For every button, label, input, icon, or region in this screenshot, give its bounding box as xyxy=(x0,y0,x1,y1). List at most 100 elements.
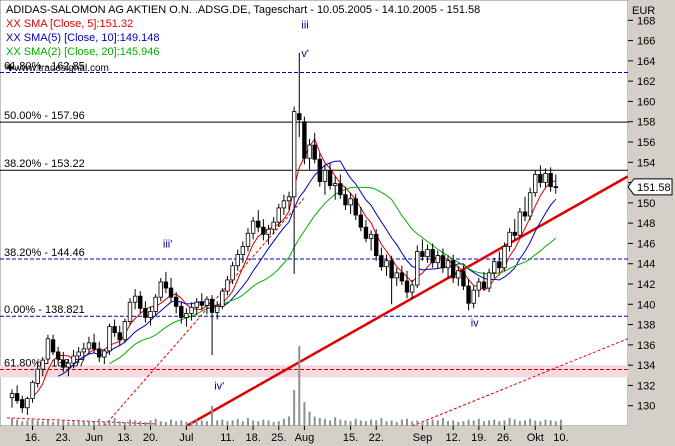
volume-bar xyxy=(416,420,419,426)
volume-bar xyxy=(293,390,296,426)
candle-body xyxy=(245,232,251,247)
x-tick-label: 15. xyxy=(343,432,358,444)
volume-bar xyxy=(375,420,378,426)
legend-sma-5: XX SMA [Close, 5]:151.32 xyxy=(6,18,134,30)
x-tick-label: Okt xyxy=(527,432,544,444)
volume-bar xyxy=(477,418,480,426)
candle-body xyxy=(456,270,461,279)
volume-bar xyxy=(108,420,111,426)
candle-body xyxy=(533,174,538,194)
volume-bar xyxy=(441,418,444,426)
candle-body xyxy=(450,260,456,279)
x-tick-label: 20. xyxy=(143,432,158,444)
candle-body xyxy=(50,339,56,353)
candle-body xyxy=(425,249,430,258)
candle-body xyxy=(127,301,133,322)
volume-bar xyxy=(554,421,557,426)
candle-body xyxy=(250,220,256,234)
volume-bar xyxy=(144,422,147,426)
candle-body xyxy=(374,233,379,257)
y-tick-label: 162 xyxy=(637,76,655,88)
y-tick-label: 132 xyxy=(637,380,655,392)
volume-bar xyxy=(359,420,362,426)
volume-bar xyxy=(380,418,383,426)
x-tick-label: 13. xyxy=(117,432,132,444)
candle-body xyxy=(322,169,328,182)
volume-bar xyxy=(482,421,485,426)
candle-body xyxy=(20,399,25,409)
y-tick-label: 138 xyxy=(637,320,655,332)
volume-bar xyxy=(211,406,214,426)
volume-bar xyxy=(406,418,409,426)
candle-body xyxy=(86,342,92,350)
x-axis: 16. 23. Jun 13. 20. Jul 11. 18. 25. Aug 15. 22. Sep 1… xyxy=(0,426,628,446)
y-tick-label: 146 xyxy=(637,238,655,250)
volume-bar xyxy=(395,422,398,426)
y-tick-label: 158 xyxy=(637,117,655,129)
volume-bar xyxy=(205,421,208,426)
candle-body xyxy=(189,306,194,314)
fib-zone xyxy=(0,365,628,378)
y-tick-label: 148 xyxy=(637,218,655,230)
candle-body xyxy=(35,368,40,384)
y-axis-background xyxy=(628,0,675,446)
volume-bar xyxy=(431,419,434,426)
fib-label: 50.00% - 157.96 xyxy=(4,110,85,122)
fib-label: 61.80% - 162.85 xyxy=(4,61,85,73)
candle-body xyxy=(81,348,87,353)
volume-bar xyxy=(36,420,39,426)
volume-bar xyxy=(544,419,547,426)
candle-body xyxy=(492,261,497,274)
y-tick-label: 144 xyxy=(637,259,655,271)
watermark-icon: ✚ xyxy=(6,63,15,74)
volume-bar xyxy=(195,419,198,426)
candle-body xyxy=(384,260,389,268)
volume-bar xyxy=(308,411,311,426)
candle-body xyxy=(338,183,343,196)
candle-body xyxy=(389,260,394,279)
volume-bar xyxy=(447,421,450,426)
volume-bar xyxy=(185,422,188,426)
volume-bar xyxy=(267,420,270,426)
x-tick-label: 12. xyxy=(446,432,461,444)
volume-bar xyxy=(98,418,101,426)
trend-line xyxy=(411,338,628,427)
x-axis-background xyxy=(0,426,628,446)
candle-body xyxy=(240,246,246,255)
y-axis: 1301321341361381401421441461481501521541… xyxy=(628,0,675,446)
last-price-marker: 151.58 xyxy=(627,178,673,196)
volume-bar xyxy=(344,420,347,426)
volume-bar xyxy=(488,420,491,426)
legend-sma-20: XX SMA(2) [Close, 20]:145.946 xyxy=(6,46,160,58)
candle-body xyxy=(461,270,466,287)
candle-body xyxy=(420,251,425,258)
candle-body xyxy=(122,321,128,341)
volume-bar xyxy=(180,420,183,426)
volume-bar xyxy=(303,402,306,426)
volume-bar xyxy=(559,419,562,426)
candle-body xyxy=(502,246,507,269)
candle-body xyxy=(430,249,435,264)
volume-bar xyxy=(21,421,24,426)
candle-body xyxy=(476,281,482,291)
volume-bar xyxy=(190,421,193,426)
volume-bar xyxy=(252,420,255,426)
volume-bar xyxy=(503,420,506,426)
candle-body xyxy=(173,296,179,307)
volume-bar xyxy=(524,420,526,426)
sma-line-20 xyxy=(109,186,557,365)
x-tick-label: 16. xyxy=(25,432,40,444)
candle-body xyxy=(204,298,210,306)
candle-body xyxy=(158,281,163,298)
candle-body xyxy=(307,144,312,159)
volume-bar xyxy=(272,422,275,426)
candle-body xyxy=(148,310,153,318)
volume-bar xyxy=(77,419,80,426)
candle-body xyxy=(194,301,199,308)
volume-bar xyxy=(246,418,249,426)
volume-bar xyxy=(226,421,229,426)
candle-body xyxy=(363,226,369,239)
candle-body xyxy=(466,285,471,304)
volume-bar xyxy=(529,418,532,426)
fib-levels: 61.80% - 162.85 50.00% - 157.96 38.20% - 1… xyxy=(0,61,628,378)
